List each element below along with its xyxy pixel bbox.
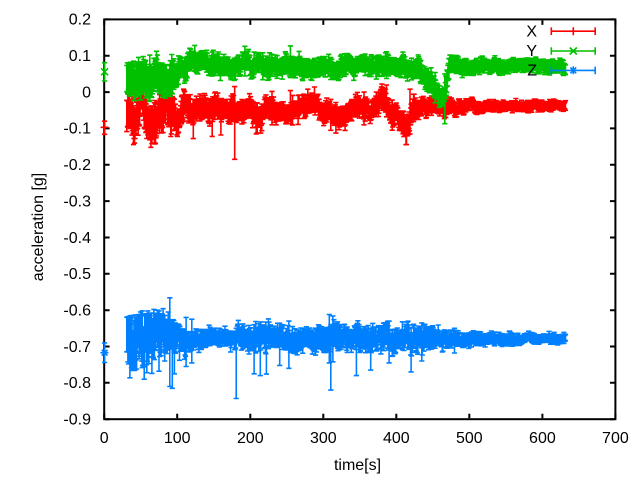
svg-text:0: 0 — [82, 84, 91, 101]
svg-text:-0.3: -0.3 — [63, 193, 91, 210]
svg-text:acceleration [g]: acceleration [g] — [30, 173, 47, 282]
svg-text:500: 500 — [456, 430, 483, 447]
svg-text:-0.6: -0.6 — [63, 303, 91, 320]
svg-text:-0.9: -0.9 — [63, 412, 91, 429]
svg-text:Z: Z — [527, 63, 537, 80]
svg-text:-0.2: -0.2 — [63, 157, 91, 174]
svg-text:400: 400 — [383, 430, 410, 447]
svg-text:600: 600 — [529, 430, 556, 447]
svg-text:700: 700 — [602, 430, 629, 447]
svg-text:-0.5: -0.5 — [63, 266, 91, 283]
svg-text:X: X — [526, 23, 537, 40]
svg-text:Y: Y — [526, 43, 537, 60]
svg-text:-0.1: -0.1 — [63, 121, 91, 138]
svg-text:0: 0 — [100, 430, 109, 447]
svg-text:time[s]: time[s] — [334, 457, 381, 474]
svg-text:-0.8: -0.8 — [63, 375, 91, 392]
svg-text:-0.7: -0.7 — [63, 339, 91, 356]
svg-text:0.2: 0.2 — [69, 12, 91, 29]
svg-text:0.1: 0.1 — [69, 48, 91, 65]
svg-text:300: 300 — [310, 430, 337, 447]
svg-text:200: 200 — [237, 430, 264, 447]
svg-text:100: 100 — [164, 430, 191, 447]
svg-text:-0.4: -0.4 — [63, 230, 91, 247]
